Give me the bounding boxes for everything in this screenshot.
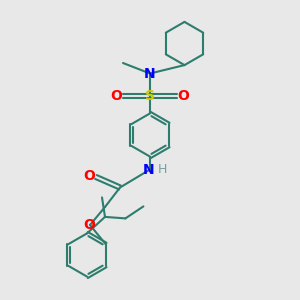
Text: N: N <box>143 163 154 176</box>
Text: O: O <box>83 169 95 182</box>
Text: O: O <box>83 218 95 232</box>
Text: O: O <box>110 89 122 103</box>
Text: N: N <box>144 67 156 80</box>
Text: H: H <box>158 163 167 176</box>
Text: S: S <box>145 89 155 103</box>
Text: O: O <box>178 89 190 103</box>
